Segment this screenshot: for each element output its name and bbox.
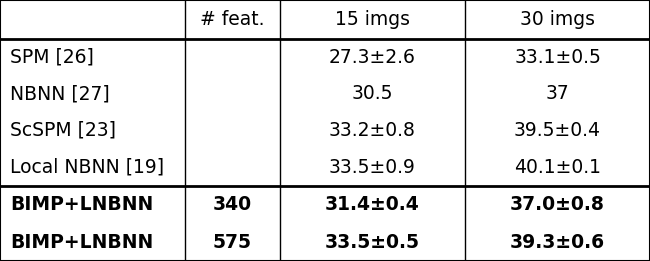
Text: 39.3±0.6: 39.3±0.6 [510, 233, 605, 252]
Text: 30 imgs: 30 imgs [520, 10, 595, 29]
Text: 33.1±0.5: 33.1±0.5 [514, 48, 601, 67]
Text: 33.5±0.5: 33.5±0.5 [325, 233, 420, 252]
Text: 31.4±0.4: 31.4±0.4 [325, 195, 420, 214]
Text: 33.5±0.9: 33.5±0.9 [329, 158, 416, 177]
Text: 33.2±0.8: 33.2±0.8 [329, 121, 416, 140]
Text: Local NBNN [19]: Local NBNN [19] [10, 158, 164, 177]
Text: 575: 575 [213, 233, 252, 252]
Text: 39.5±0.4: 39.5±0.4 [514, 121, 601, 140]
Text: 30.5: 30.5 [352, 84, 393, 103]
Text: 37.0±0.8: 37.0±0.8 [510, 195, 605, 214]
Text: SPM [26]: SPM [26] [10, 48, 94, 67]
Text: BIMP+LNBNN: BIMP+LNBNN [10, 195, 153, 214]
Text: 37: 37 [545, 84, 569, 103]
Text: BIMP+LNBNN: BIMP+LNBNN [10, 233, 153, 252]
Text: 340: 340 [213, 195, 252, 214]
Text: 15 imgs: 15 imgs [335, 10, 410, 29]
Text: ScSPM [23]: ScSPM [23] [10, 121, 116, 140]
Text: # feat.: # feat. [200, 10, 265, 29]
Text: NBNN [27]: NBNN [27] [10, 84, 109, 103]
Text: 27.3±2.6: 27.3±2.6 [329, 48, 416, 67]
Text: 40.1±0.1: 40.1±0.1 [514, 158, 601, 177]
